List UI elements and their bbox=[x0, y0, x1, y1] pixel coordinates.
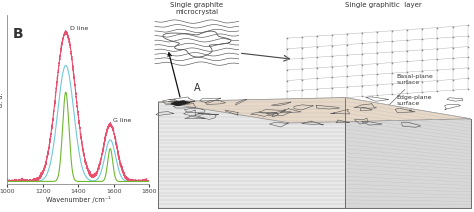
Text: D line: D line bbox=[70, 26, 89, 31]
Text: Single graphite
microcrystal: Single graphite microcrystal bbox=[170, 2, 223, 15]
Text: A: A bbox=[193, 83, 200, 93]
Polygon shape bbox=[158, 98, 345, 208]
Text: G line: G line bbox=[113, 119, 132, 123]
Text: Edge-plane
surface: Edge-plane surface bbox=[397, 95, 434, 159]
Text: Basal-plane
surface: Basal-plane surface bbox=[386, 74, 433, 108]
Y-axis label: a. u.: a. u. bbox=[0, 92, 4, 107]
Text: Single graphitic  layer: Single graphitic layer bbox=[346, 2, 422, 8]
Polygon shape bbox=[171, 101, 191, 106]
Polygon shape bbox=[345, 98, 471, 208]
Text: B: B bbox=[13, 27, 23, 41]
Polygon shape bbox=[158, 98, 471, 123]
X-axis label: Wavenumber /cm⁻¹: Wavenumber /cm⁻¹ bbox=[46, 196, 110, 203]
